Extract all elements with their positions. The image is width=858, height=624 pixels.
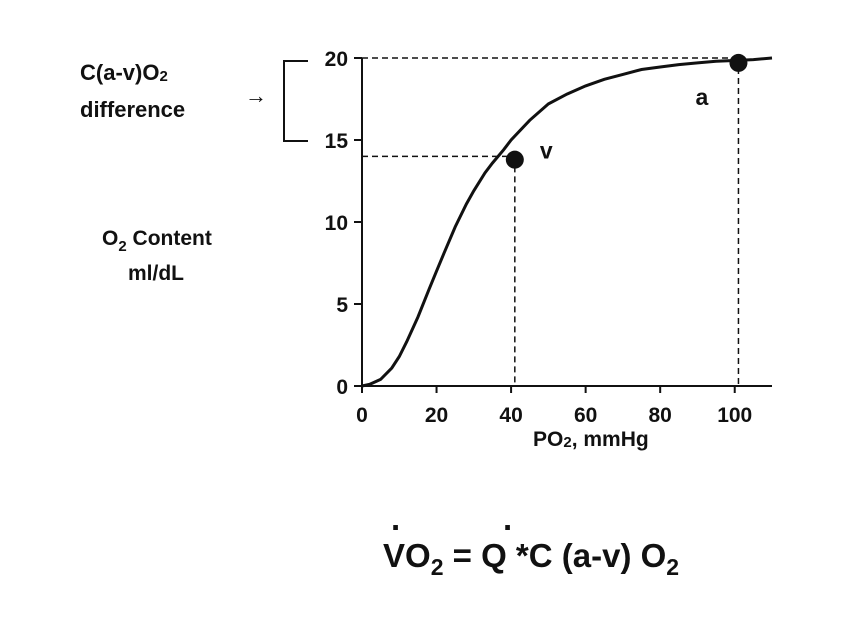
annotation-sub: 2 xyxy=(159,68,167,85)
y-tick-label: 20 xyxy=(325,48,348,71)
x-tick-label: 40 xyxy=(499,404,522,427)
dissociation-curve xyxy=(361,56,773,388)
equation-rest: *C (a-v) O xyxy=(507,537,667,574)
x-axis-title-rest: , mmHg xyxy=(572,428,649,451)
y-ticks: 0 5 10 15 20 xyxy=(325,48,362,399)
equation-sub1: 2 xyxy=(431,554,444,580)
x-tick-label: 0 xyxy=(356,404,368,427)
x-axis-title-sub: 2 xyxy=(563,434,571,451)
reference-lines xyxy=(362,57,740,386)
equation-text: VO2 = Q *C (a-v) O2 xyxy=(383,537,679,580)
y-axis-title-main: O xyxy=(102,227,118,250)
y-tick-label: 15 xyxy=(325,130,349,153)
y-tick-label: 10 xyxy=(325,212,348,235)
point-a xyxy=(729,53,748,72)
y-axis-title-rest: Content xyxy=(127,227,212,250)
y-axis-title-line2: ml/dL xyxy=(128,262,184,285)
annotation-main: C(a-v)O xyxy=(80,60,159,85)
x-tick-label: 20 xyxy=(425,404,448,427)
x-tick-label: 80 xyxy=(649,404,672,427)
point-v xyxy=(505,150,524,169)
equation-o: O xyxy=(405,537,431,574)
annotation-bracket xyxy=(283,60,308,142)
x-axis-title: PO2, mmHg xyxy=(533,428,649,451)
equation-eq: = xyxy=(443,537,481,574)
y-tick-label: 0 xyxy=(336,376,348,399)
x-axis-title-main: PO xyxy=(533,428,563,451)
equation: VO2 = Q *C (a-v) O2 . . xyxy=(383,500,679,580)
x-ticks: 0 20 40 60 80 100 xyxy=(356,386,752,427)
point-label-a: a xyxy=(695,84,708,110)
point-label-v: v xyxy=(540,138,553,164)
equation-sub2: 2 xyxy=(666,554,679,580)
equation-v: V xyxy=(383,537,405,574)
y-axis-title-sub: 2 xyxy=(118,238,126,255)
x-tick-label: 100 xyxy=(717,404,752,427)
annotation-line1: C(a-v)O2 xyxy=(80,60,168,85)
q-dot: . xyxy=(503,500,512,537)
y-tick-label: 5 xyxy=(336,294,348,317)
equation-q: Q xyxy=(481,537,507,574)
annotation-line2: difference xyxy=(80,97,185,122)
data-points: va xyxy=(505,53,748,169)
arrow-icon: → xyxy=(245,83,267,108)
y-axis-title-line1: O2 Content xyxy=(102,227,212,255)
x-tick-label: 60 xyxy=(574,404,597,427)
v-dot: . xyxy=(391,500,400,537)
